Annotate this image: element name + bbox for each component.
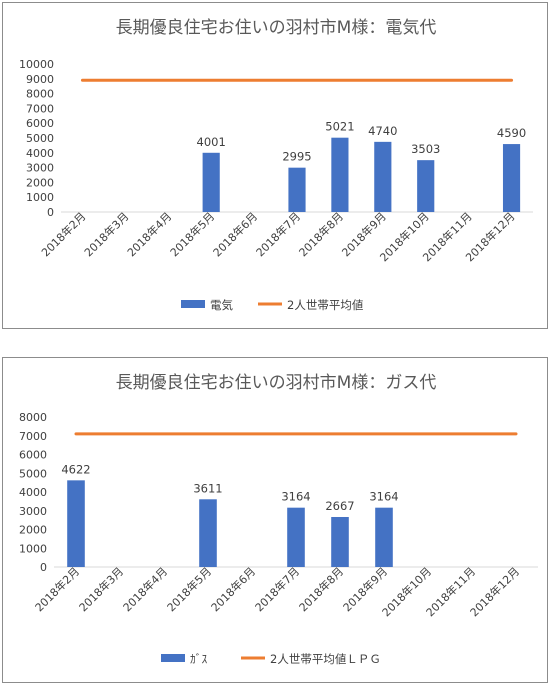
- gas-chart-title: 長期優良住宅お住いの羽村市M様：ガス代: [116, 373, 437, 393]
- gas-y-tick-label: 1000: [19, 542, 47, 555]
- gas-bar-data-label: 2667: [325, 499, 354, 513]
- gas-legend-line-label: 2人世帯平均値ＬＰＧ: [270, 652, 381, 666]
- gas-bar-data-label: 3164: [281, 490, 310, 504]
- elec-bar-data-label: 4001: [197, 135, 226, 149]
- elec-y-tick-label: 1000: [26, 191, 54, 204]
- gas-bar: [199, 499, 217, 567]
- electricity-chart: 長期優良住宅お住いの羽村市M様：電気代010002000300040005000…: [19, 18, 533, 312]
- gas-y-tick-label: 6000: [19, 449, 47, 462]
- elec-bar: [417, 160, 435, 212]
- elec-bar: [331, 137, 349, 212]
- elec-bar: [374, 141, 392, 212]
- gas-bar-data-label: 3164: [369, 490, 398, 504]
- elec-x-tick-label: 2018年2月: [38, 209, 88, 259]
- gas-y-tick-label: 3000: [19, 505, 47, 518]
- elec-x-tick-label: 2018年4月: [124, 209, 174, 259]
- gas-y-tick-label: 2000: [19, 524, 47, 537]
- elec-legend-bar-swatch: [181, 300, 205, 308]
- elec-y-tick-label: 3000: [26, 162, 54, 175]
- gas-y-tick-label: 5000: [19, 467, 47, 480]
- elec-y-tick-label: 9000: [26, 73, 54, 86]
- elec-legend-line-label: 2人世帯平均値: [287, 298, 364, 312]
- elec-bar: [202, 152, 220, 212]
- elec-chart-title: 長期優良住宅お住いの羽村市M様：電気代: [116, 18, 437, 38]
- elec-bar-data-label: 3503: [411, 142, 440, 156]
- elec-x-tick-label: 2018年3月: [81, 209, 131, 259]
- electricity-chart-panel: 長期優良住宅お住いの羽村市M様：電気代 0 1000 2000 3000 4000 5000…: [2, 2, 548, 329]
- gas-x-tick-label: 2018年4月: [120, 564, 170, 614]
- elec-bar-data-label: 5021: [325, 120, 354, 134]
- gas-legend-bar-swatch: [161, 654, 185, 662]
- gas-legend-bar-label: ｶﾞｽ: [190, 652, 207, 666]
- gas-x-tick-label: 2018年5月: [164, 564, 214, 614]
- gas-chart: 長期優良住宅お住いの羽村市M様：ガス代 0 1000 2000 3000 4000 5000…: [19, 373, 538, 666]
- gas-x-tick-label: 2018年7月: [252, 564, 302, 614]
- gas-x-tick-label: 2018年3月: [76, 564, 126, 614]
- elec-bar-data-label: 4590: [497, 126, 526, 140]
- gas-bar: [375, 507, 393, 567]
- elec-y-tick-label: 7000: [26, 102, 54, 115]
- gas-chart-panel: 長期優良住宅お住いの羽村市M様：ガス代 0 1000 2000 3000 4000 5000…: [2, 357, 548, 683]
- elec-y-tick-label: 8000: [26, 88, 54, 101]
- gas-bar: [331, 516, 349, 567]
- elec-x-tick-label: 2018年6月: [210, 209, 260, 259]
- elec-x-tick-label: 2018年7月: [253, 209, 303, 259]
- elec-legend-bar-label: 電気: [210, 298, 233, 312]
- elec-y-tick-label: 2000: [26, 176, 54, 189]
- gas-y-tick-label: 8000: [19, 411, 47, 424]
- elec-bar-data-label: 4740: [368, 124, 397, 138]
- elec-y-tick-label: 10000: [19, 58, 54, 71]
- elec-bar-data-label: 2995: [282, 150, 311, 164]
- elec-bar: [502, 144, 521, 212]
- gas-bar-data-label: 4622: [61, 462, 90, 476]
- gas-x-tick-label: 2018年6月: [208, 564, 258, 614]
- elec-y-tick-label: 4000: [26, 147, 54, 160]
- elec-x-tick-label: 2018年8月: [296, 209, 346, 259]
- elec-y-tick-label: 5000: [26, 132, 54, 145]
- gas-y-tick-label: 7000: [19, 430, 47, 443]
- gas-bar: [67, 480, 85, 567]
- elec-bar: [288, 167, 306, 212]
- gas-bar-data-label: 3611: [193, 481, 222, 495]
- elec-y-tick-label: 0: [47, 206, 54, 219]
- gas-bar: [287, 507, 305, 567]
- gas-x-tick-label: 2018年8月: [296, 564, 346, 614]
- elec-x-tick-label: 2018年5月: [167, 209, 217, 259]
- gas-y-tick-label: 0: [40, 561, 47, 574]
- gas-y-tick-label: 4000: [19, 486, 47, 499]
- elec-y-tick-label: 6000: [26, 117, 54, 130]
